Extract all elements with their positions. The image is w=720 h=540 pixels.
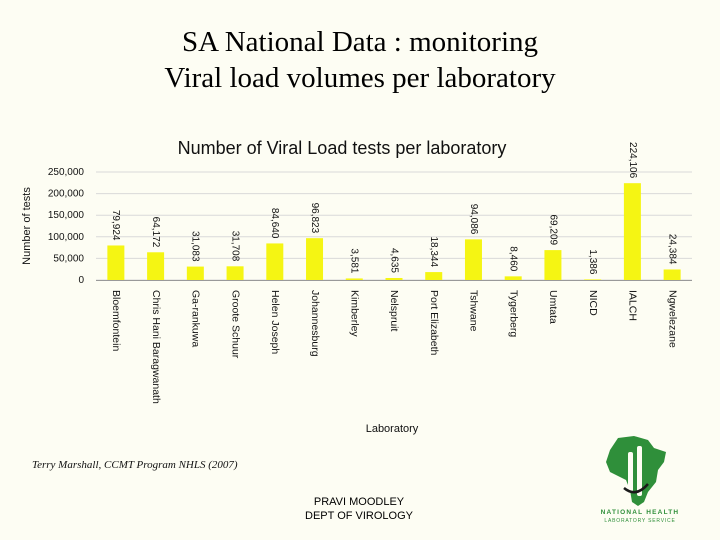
y-axis-label: Number of tests xyxy=(21,187,33,265)
africa-map-icon xyxy=(606,436,666,506)
bar-value-label: 94,086 xyxy=(468,204,479,235)
x-tick-label: Johannesburg xyxy=(309,290,321,357)
bar xyxy=(306,238,324,280)
x-tick-label: Umtata xyxy=(547,290,559,324)
x-tick-label: Bloemfontein xyxy=(110,290,122,351)
slide-title: SA National Data : monitoring Viral load… xyxy=(0,24,720,96)
chart-title: Number of Viral Load tests per laborator… xyxy=(178,138,507,158)
presenter-department: DEPT OF VIROLOGY xyxy=(305,510,413,522)
bar xyxy=(623,183,641,280)
bar-value-label: 31,708 xyxy=(229,231,240,262)
bar xyxy=(504,276,522,280)
bar-value-label: 24,384 xyxy=(666,234,677,265)
bar-value-label: 79,924 xyxy=(110,210,121,241)
bar xyxy=(663,269,681,280)
bar xyxy=(425,272,443,280)
nhls-logo: NATIONAL HEALTH LABORATORY SERVICE xyxy=(601,436,680,524)
bar xyxy=(584,279,602,280)
x-tick-label: Groote Schuur xyxy=(229,290,241,359)
x-tick-label: IALCH xyxy=(627,290,639,321)
bar-value-label: 224,106 xyxy=(627,142,638,179)
bar-value-label: 69,209 xyxy=(547,215,558,246)
bar xyxy=(464,239,482,280)
bar xyxy=(544,250,562,280)
presenter-name: PRAVI MOODLEY xyxy=(313,496,405,508)
presenter-footer: PRAVI MOODLEY DEPT OF VIROLOGY xyxy=(259,495,459,523)
x-tick-label: Ga-rankuwa xyxy=(190,290,202,347)
bar xyxy=(345,278,363,280)
y-tick-label: 150,000 xyxy=(48,210,85,221)
bar-value-label: 3,581 xyxy=(349,248,360,273)
bar-value-label: 8,460 xyxy=(508,246,519,271)
y-tick-label: 50,000 xyxy=(53,253,84,264)
bar xyxy=(266,243,284,280)
y-tick-label: 250,000 xyxy=(48,167,85,178)
logo-swoosh xyxy=(623,483,649,494)
slide-title-line-2: Viral load volumes per laboratory xyxy=(164,62,556,94)
bar xyxy=(107,245,125,280)
bar xyxy=(186,266,204,280)
x-tick-label: NICD xyxy=(587,290,599,316)
y-tick-label: 0 xyxy=(78,275,84,286)
y-tick-label: 100,000 xyxy=(48,232,85,243)
x-tick-label: Nelspruit xyxy=(388,290,400,332)
bar-value-label: 31,083 xyxy=(190,231,201,262)
x-axis-label: Laboratory xyxy=(366,423,419,435)
bar xyxy=(385,277,403,280)
logo-text-line-2: LABORATORY SERVICE xyxy=(604,518,675,524)
bar-value-label: 18,344 xyxy=(428,236,439,267)
x-tick-label: Kimberley xyxy=(348,290,360,337)
x-tick-label: Tygerberg xyxy=(507,290,519,337)
x-tick-label: Chris Hani Baragwanath xyxy=(150,290,162,404)
x-tick-label: Helen Joseph xyxy=(269,290,281,354)
x-tick-label: Tshwane xyxy=(468,290,480,332)
slide-title-line-1: SA National Data : monitoring xyxy=(181,26,538,58)
source-credit: Terry Marshall, CCMT Program NHLS (2007) xyxy=(32,459,238,471)
bar-value-label: 1,386 xyxy=(587,249,598,274)
bar-value-label: 96,823 xyxy=(309,203,320,234)
logo-bar-2 xyxy=(637,446,642,496)
y-tick-label: 200,000 xyxy=(48,189,85,200)
logo-text-line-1: NATIONAL HEALTH xyxy=(601,509,680,516)
logo-bar-1 xyxy=(628,452,633,492)
x-tick-label: Ngwelezane xyxy=(666,290,678,348)
bar xyxy=(226,266,244,280)
bar-value-label: 64,172 xyxy=(150,217,161,248)
bar-value-label: 84,640 xyxy=(269,208,280,239)
x-tick-label: Port Elizabeth xyxy=(428,290,440,356)
bar xyxy=(147,252,165,280)
bar-value-label: 4,635 xyxy=(388,248,399,273)
